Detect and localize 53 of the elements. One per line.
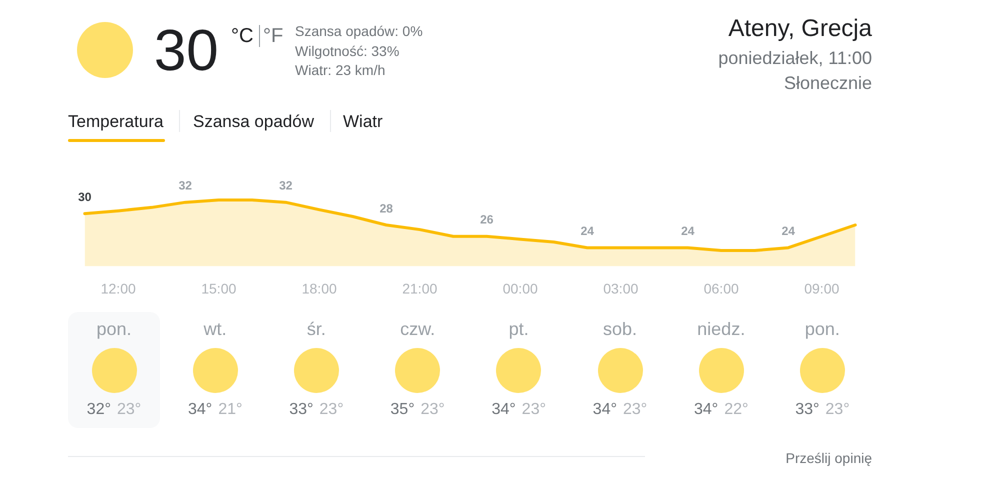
chart-subtitle: poniedziałek, 11:00 [718,48,872,68]
text: Temperatura [68,112,164,131]
category-label: pt. [508,319,529,339]
text: Wilgotność: 33% [295,42,400,58]
x-tick-label: 06:00 [704,280,739,296]
data-label: 34° [592,401,617,418]
data-label: 32 [178,178,192,193]
data-label: 24 [681,224,695,238]
data-label: 23° [522,401,546,418]
data-label: 23° [825,401,850,418]
category-label: czw. [400,319,436,339]
data-label: 22° [724,401,748,418]
data-label: 23° [319,401,344,418]
data-label: 34° [694,401,718,418]
text: Wiatr [343,112,383,131]
category-label: pon. [804,319,840,339]
data-label: 21° [218,401,242,418]
data-label: 30 [78,190,92,204]
text: 30 [154,18,219,83]
x-tick-label: 00:00 [502,280,538,296]
data-label: 23° [117,401,142,418]
category-label: śr. [306,319,326,339]
category-label: sob. [602,319,638,339]
text: Prześlij opinię [786,450,872,466]
chart-title: Ateny, Grecja [728,15,872,42]
text: °C [231,25,254,47]
data-label: 28 [380,201,394,216]
data-label: 32° [86,401,111,418]
text: Szansa opadów [193,112,314,131]
data-label: 23° [623,401,648,418]
data-label: 33° [795,401,820,418]
category-label: wt. [204,319,227,339]
data-label: 35° [390,401,415,418]
data-label: 23° [420,401,445,418]
text: Wiatr: 23 km/h [295,62,386,78]
x-tick-label: 15:00 [201,280,236,296]
text: Szansa opadów: 0% [295,23,423,39]
data-label: 24 [580,224,594,238]
x-tick-label: 18:00 [302,280,337,296]
x-tick-label: 03:00 [603,280,638,296]
data-label: 34° [188,401,212,418]
data-label: 26 [480,212,494,227]
text: Słonecznie [784,73,872,93]
data-label: 24 [782,224,796,238]
x-tick-label: 12:00 [100,280,136,296]
x-tick-label: 21:00 [402,280,438,296]
category-label: pon. [96,319,132,339]
category-label: niedz. [697,319,746,339]
data-label: 33° [289,401,314,418]
x-tick-label: 09:00 [804,280,840,296]
data-label: 34° [492,401,516,418]
text: °F [263,25,284,47]
data-label: 32 [279,178,293,193]
